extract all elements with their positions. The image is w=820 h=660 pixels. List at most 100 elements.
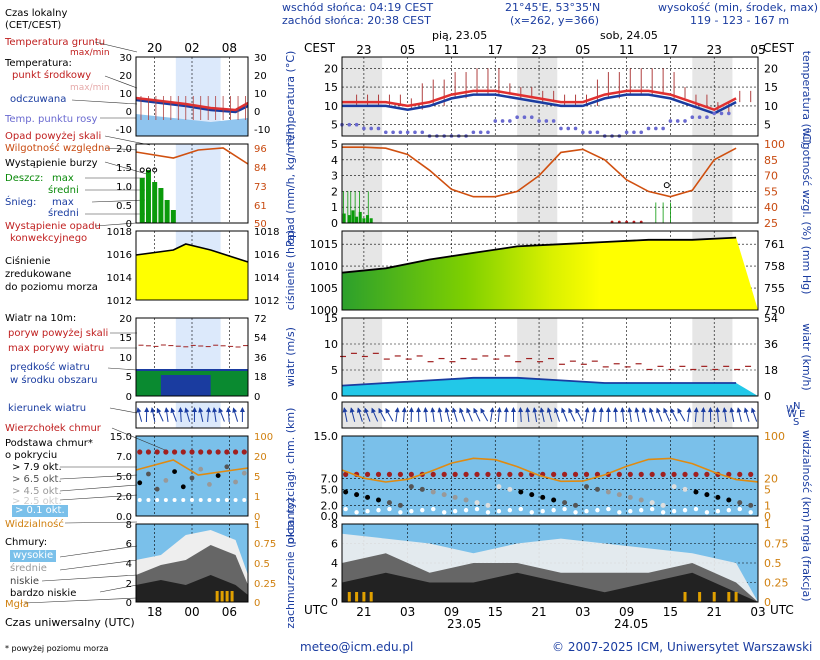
leg-hum-tick: 50 (254, 219, 267, 230)
cloud-base-dot (627, 494, 633, 500)
pressure-area (342, 237, 758, 310)
dew-point (581, 130, 585, 135)
leg-storm-marker (139, 167, 145, 173)
leg-rain-bar (158, 188, 164, 223)
cloud-base-dot (474, 500, 480, 506)
leg-wind-tick-r: 36 (254, 353, 267, 364)
leg-cloud-white (216, 498, 221, 502)
legend-visibility: Widzialność (5, 519, 64, 530)
wind-arrow (568, 407, 576, 422)
legend-verylow: bardzo niskie (10, 588, 77, 599)
cloud-base-dot (386, 500, 392, 506)
leg-cloud-tick: 15.0 (110, 432, 132, 443)
legend-rain-above: Opad powyżej skali (5, 131, 102, 142)
legend-leader (94, 41, 138, 53)
leg-arrow-head (170, 407, 176, 414)
wind-arrow-head (575, 407, 581, 414)
wind-arrow (707, 407, 713, 423)
legend-okt01: > 0.1 okt. (12, 505, 68, 517)
wind-arrow-head (729, 407, 735, 413)
legend-leader (59, 484, 138, 492)
cest-tick: 11 (444, 43, 459, 57)
legend-midpoint: punkt środkowy (12, 70, 92, 81)
leg-wind-tick: 15 (119, 333, 132, 344)
utc-tick: 21 (531, 605, 546, 619)
wind-arrow (663, 407, 671, 422)
leg-wind-arrow (178, 407, 184, 423)
contact-email[interactable]: meteo@icm.edu.pl (300, 640, 414, 654)
wind-arrow-head (356, 407, 362, 413)
legend-leader (59, 545, 138, 558)
wind-arrow (670, 407, 678, 422)
leg-cloud-white (224, 498, 229, 502)
cloud-base-dot (529, 492, 535, 498)
cloud-layer-bardzo-niskie (342, 572, 758, 602)
leg-temp-tick-r: 0 (254, 107, 260, 118)
wind-arrow-head (451, 407, 457, 413)
axis-pressure-mm: (mm Hg) (800, 246, 813, 295)
wind-arrow (677, 408, 686, 422)
leg-cloud-top-dot (241, 449, 247, 455)
legend-high: wysokie (10, 550, 57, 562)
cloud-base-dot-light (715, 509, 721, 514)
leg-rain-bar (152, 182, 158, 223)
dew-point (675, 119, 680, 123)
legend-leader (71, 99, 138, 105)
legend-conv: Wystąpienie opadu (5, 221, 101, 232)
wind-arrow (342, 407, 348, 422)
leg-arrow-head (184, 407, 190, 413)
cloud-top-dot (485, 471, 491, 477)
wind-arrow-head (670, 407, 675, 414)
leg-cover-tick: 6 (126, 539, 132, 550)
cloud-base-dot-light (628, 509, 633, 514)
fog-bar (712, 592, 716, 602)
wind-arrow-head (385, 408, 391, 414)
leg-fog-bar (215, 591, 219, 602)
vis-tick: 1 (764, 499, 771, 512)
dew-point (683, 119, 687, 123)
legend-utc-tick: 18 (147, 605, 162, 619)
cloud-tick: 5.0 (321, 483, 339, 496)
cloud-base-dot-light (485, 510, 491, 515)
leg-hum-tick: 61 (254, 201, 267, 212)
leg-wind-arrow (192, 407, 198, 423)
leg-cloud-white (172, 498, 177, 502)
rain-bar (355, 216, 359, 223)
dew-point (690, 115, 695, 119)
wind-arrow (489, 407, 495, 422)
precip-tick: 3 (331, 170, 338, 183)
cloud-top-dot (408, 471, 414, 477)
dew-point (566, 126, 571, 131)
vis-tick: 0 (764, 510, 771, 523)
cloud-base-dot (485, 502, 491, 508)
legend-okt45: > 4.5 okt. (12, 486, 62, 497)
legend-dew: Temp. punktu rosy (5, 114, 98, 125)
wind-tick: 0 (331, 390, 338, 403)
fog-tick: 1 (764, 518, 771, 531)
cloud-base-dot (605, 489, 611, 495)
night-band (342, 144, 383, 223)
dew-point (369, 126, 373, 131)
leg-arrow-head (136, 407, 142, 413)
axis-humidity: wilgotność wzgl. (%) (800, 128, 813, 241)
cloud-base-dot (693, 489, 699, 495)
cloud-base-dot (343, 489, 349, 495)
leg-wind-tick-r: 54 (254, 333, 267, 344)
wind-arrow-head (518, 407, 524, 413)
wind-arrow-head (423, 407, 429, 413)
cover-tick: 0 (331, 596, 338, 609)
legend-wind-speed: prędkość wiatru (10, 362, 90, 373)
wind-kmh-tick: 36 (764, 338, 778, 351)
dew-point (719, 111, 724, 116)
leg-wind-arrow (239, 407, 245, 423)
dew-point (362, 126, 366, 131)
leg-temp-line (135, 96, 249, 112)
leg-cloud-base-dot (215, 473, 221, 478)
night-band (342, 57, 383, 136)
legend-leader (64, 521, 138, 524)
cloud-base-dot (704, 492, 710, 498)
compass-S: S (793, 417, 799, 428)
leg-cloud-top-dot (198, 449, 204, 455)
legend-wind-dir: kierunek wiatru (8, 403, 87, 414)
wind-arrow (401, 407, 407, 423)
